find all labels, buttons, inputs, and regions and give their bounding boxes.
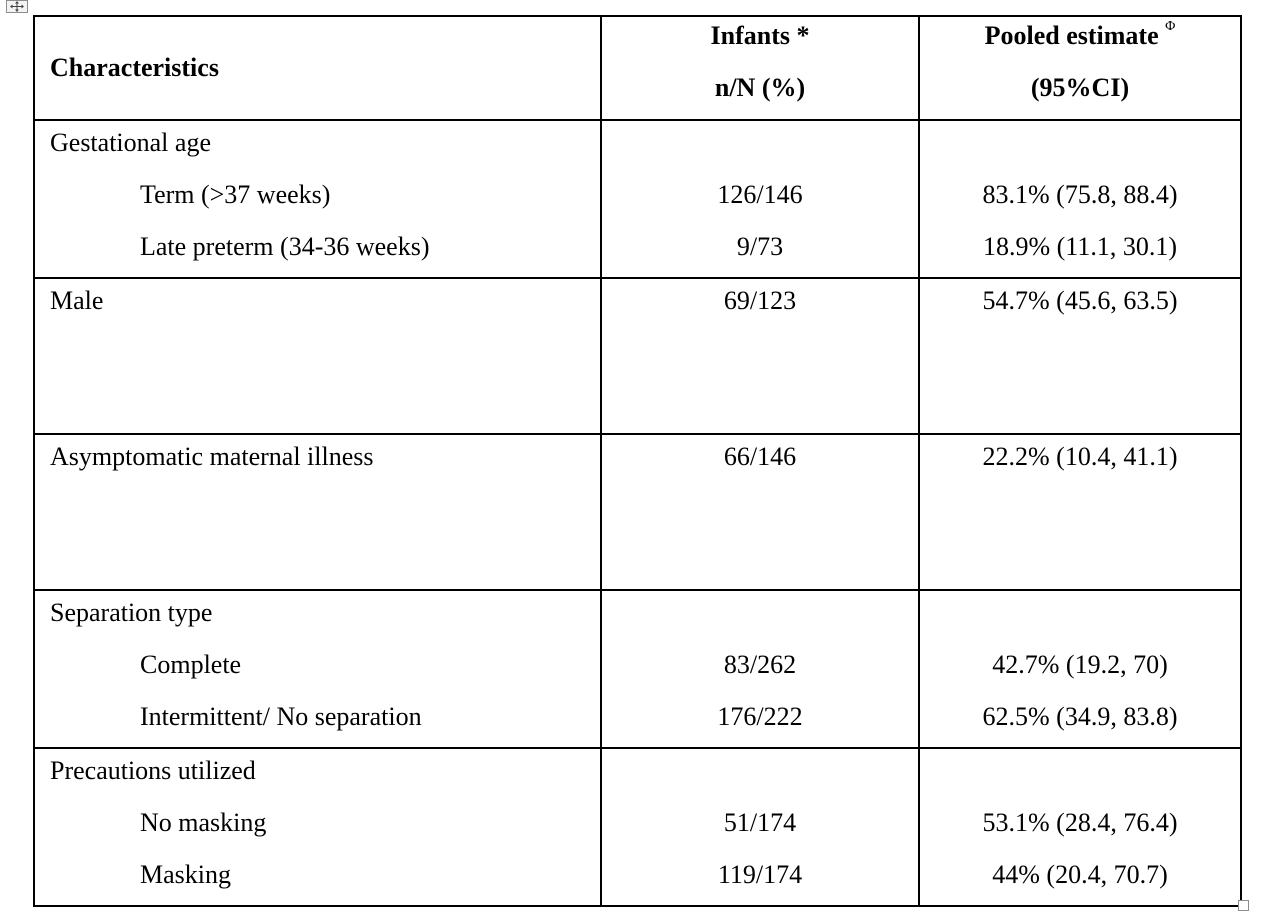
group-label-gestational-age: Gestational age (50, 128, 211, 157)
table-header-row: Characteristics Infants * n/N (%) Pooled… (33, 15, 1242, 121)
header-cell-infants: Infants * n/N (%) (600, 15, 920, 121)
table-row-precautions: Precautions utilized No masking Masking … (33, 747, 1242, 907)
row-label-term: Term (>37 weeks) (140, 180, 331, 209)
header-cell-pooled: Pooled estimate Φ (95%CI) (918, 15, 1242, 121)
header-infants-subtitle: n/N (%) (714, 73, 806, 102)
group-label-separation-type: Separation type (50, 598, 213, 627)
table-move-handle[interactable] (6, 0, 28, 13)
separation-type-infants: 83/262 176/222 (600, 589, 920, 749)
table-row-male: Male 69/123 54.7% (45.6, 63.5) (33, 277, 1242, 435)
header-infants-title: Infants * (710, 21, 810, 50)
infants-complete: 83/262 (723, 650, 797, 679)
separation-type-labels: Separation type Complete Intermittent/ N… (33, 589, 602, 749)
header-pooled-title: Pooled estimate Φ (920, 19, 1240, 51)
gestational-age-labels: Gestational age Term (>37 weeks) Late pr… (33, 119, 602, 279)
infants-term: 126/146 (717, 180, 803, 209)
pooled-masking: 44% (20.4, 70.7) (992, 860, 1168, 889)
header-characteristics: Characteristics (50, 53, 219, 82)
asymptomatic-pooled-cell: 22.2% (10.4, 41.1) (918, 433, 1242, 591)
precautions-pooled: 53.1% (28.4, 76.4) 44% (20.4, 70.7) (918, 747, 1242, 907)
header-pooled-symbol: Φ (1165, 19, 1176, 34)
pooled-late-preterm: 18.9% (11.1, 30.1) (982, 232, 1177, 261)
group-label-precautions: Precautions utilized (50, 756, 256, 785)
male-label-cell: Male (33, 277, 602, 435)
gestational-age-infants: 126/146 9/73 (600, 119, 920, 279)
infants-intermittent: 176/222 (717, 702, 803, 731)
header-cell-characteristics: Characteristics (33, 15, 602, 121)
pooled-no-masking: 53.1% (28.4, 76.4) (982, 808, 1178, 837)
separation-type-pooled: 42.7% (19.2, 70) 62.5% (34.9, 83.8) (918, 589, 1242, 749)
header-pooled-text: Pooled estimate (984, 21, 1159, 50)
male-pooled-cell: 54.7% (45.6, 63.5) (918, 277, 1242, 435)
move-arrows-icon (10, 1, 24, 12)
pooled-intermittent: 62.5% (34.9, 83.8) (982, 702, 1178, 731)
infants-late-preterm: 9/73 (736, 232, 784, 261)
table-row-gestational-age: Gestational age Term (>37 weeks) Late pr… (33, 119, 1242, 279)
infants-asymptomatic: 66/146 (723, 442, 797, 471)
table-row-asymptomatic: Asymptomatic maternal illness 66/146 22.… (33, 433, 1242, 591)
row-label-late-preterm: Late preterm (34-36 weeks) (140, 232, 430, 261)
table-resize-handle[interactable] (1238, 900, 1249, 911)
pooled-complete: 42.7% (19.2, 70) (992, 650, 1168, 679)
row-label-masking: Masking (140, 860, 231, 889)
row-label-male: Male (50, 286, 104, 315)
row-label-intermittent: Intermittent/ No separation (140, 702, 422, 731)
asymptomatic-label-cell: Asymptomatic maternal illness (33, 433, 602, 591)
characteristics-table: Characteristics Infants * n/N (%) Pooled… (33, 15, 1242, 907)
infants-male: 69/123 (723, 286, 797, 315)
header-pooled-subtitle: (95%CI) (1030, 73, 1130, 102)
precautions-labels: Precautions utilized No masking Masking (33, 747, 602, 907)
table-row-separation-type: Separation type Complete Intermittent/ N… (33, 589, 1242, 749)
pooled-asymptomatic: 22.2% (10.4, 41.1) (982, 442, 1178, 471)
male-infants-cell: 69/123 (600, 277, 920, 435)
gestational-age-pooled: 83.1% (75.8, 88.4) 18.9% (11.1, 30.1) (918, 119, 1242, 279)
infants-masking: 119/174 (717, 860, 803, 889)
row-label-asymptomatic: Asymptomatic maternal illness (50, 442, 374, 471)
row-label-complete: Complete (140, 650, 242, 679)
row-label-no-masking: No masking (140, 808, 267, 837)
asymptomatic-infants-cell: 66/146 (600, 433, 920, 591)
pooled-male: 54.7% (45.6, 63.5) (982, 286, 1178, 315)
infants-no-masking: 51/174 (723, 808, 797, 837)
pooled-term: 83.1% (75.8, 88.4) (982, 180, 1178, 209)
precautions-infants: 51/174 119/174 (600, 747, 920, 907)
